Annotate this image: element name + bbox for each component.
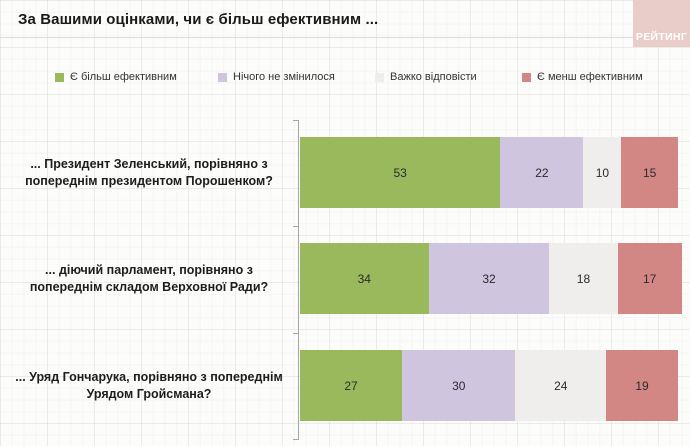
legend-swatch-gray bbox=[375, 72, 384, 82]
rating-logo: РЕЙТИНГ bbox=[633, 0, 690, 47]
bar-value: 24 bbox=[554, 378, 568, 393]
legend-swatch-lavender bbox=[218, 72, 227, 82]
legend-item-nothing-changed: Нічого не змінилося bbox=[218, 70, 335, 84]
bar-segment-nothing-changed: 32 bbox=[428, 243, 550, 314]
bar-row-president: ... Президент Зеленський, порівняно з по… bbox=[0, 120, 690, 226]
legend-item-hard-to-answer: Важко відповісти bbox=[375, 70, 477, 84]
legend-label: Важко відповісти bbox=[390, 71, 477, 83]
axis-tick bbox=[293, 439, 298, 440]
bar-value: 19 bbox=[635, 378, 649, 393]
page-title: За Вашими оцінками, чи є більш ефективни… bbox=[18, 11, 379, 28]
bar-row-government: ... Уряд Гончарука, порівняно з попередн… bbox=[0, 333, 690, 439]
stacked-bar: 53 22 10 15 bbox=[300, 137, 678, 208]
bar-segment-hard-to-answer: 24 bbox=[515, 350, 607, 421]
legend-item-more-effective: Є більш ефективним bbox=[55, 70, 177, 84]
row-label: ... Президент Зеленський, порівняно з по… bbox=[25, 156, 273, 188]
legend-swatch-pink bbox=[522, 72, 531, 82]
bar-segment-more-effective: 27 bbox=[300, 350, 403, 421]
bar-segment-less-effective: 19 bbox=[606, 350, 678, 421]
legend-label: Нічого не змінилося bbox=[233, 71, 335, 83]
rating-logo-text: РЕЙТИНГ bbox=[635, 31, 688, 43]
bar-segment-nothing-changed: 22 bbox=[500, 137, 584, 208]
bar-value: 34 bbox=[357, 271, 371, 286]
bar-value: 10 bbox=[595, 165, 610, 180]
legend-swatch-green bbox=[55, 72, 64, 82]
bar-value: 15 bbox=[642, 165, 657, 180]
row-label: ... діючий парламент, порівняно з попере… bbox=[29, 262, 269, 294]
bar-segment-hard-to-answer: 18 bbox=[549, 243, 618, 314]
stacked-bar: 27 30 24 19 bbox=[300, 350, 678, 421]
legend-item-less-effective: Є менш ефективним bbox=[522, 70, 643, 84]
title-divider bbox=[0, 37, 690, 38]
legend-label: Є менш ефективним bbox=[537, 71, 643, 83]
axis-tick bbox=[293, 120, 298, 121]
bar-value: 30 bbox=[452, 378, 466, 393]
stacked-bar: 34 32 18 17 bbox=[300, 243, 682, 314]
bar-segment-more-effective: 53 bbox=[300, 137, 501, 208]
y-axis-line bbox=[298, 120, 299, 440]
row-label: ... Уряд Гончарука, порівняно з попередн… bbox=[15, 369, 283, 401]
legend-label: Є більш ефективним bbox=[70, 71, 177, 83]
bar-segment-nothing-changed: 30 bbox=[402, 350, 516, 421]
bar-value: 17 bbox=[642, 271, 657, 286]
bar-segment-hard-to-answer: 10 bbox=[583, 137, 622, 208]
axis-tick bbox=[293, 226, 298, 227]
bar-value: 32 bbox=[482, 271, 496, 286]
bar-value: 53 bbox=[393, 165, 407, 180]
bar-value: 22 bbox=[535, 165, 549, 180]
bar-value: 18 bbox=[576, 271, 591, 286]
bar-segment-less-effective: 15 bbox=[621, 137, 678, 208]
bar-segment-less-effective: 17 bbox=[617, 243, 682, 314]
stacked-bar-chart: ... Президент Зеленський, порівняно з по… bbox=[0, 120, 690, 440]
bar-row-parliament: ... діючий парламент, порівняно з попере… bbox=[0, 226, 690, 332]
axis-tick bbox=[293, 333, 298, 334]
bar-value: 27 bbox=[344, 378, 358, 393]
bar-segment-more-effective: 34 bbox=[300, 243, 429, 314]
